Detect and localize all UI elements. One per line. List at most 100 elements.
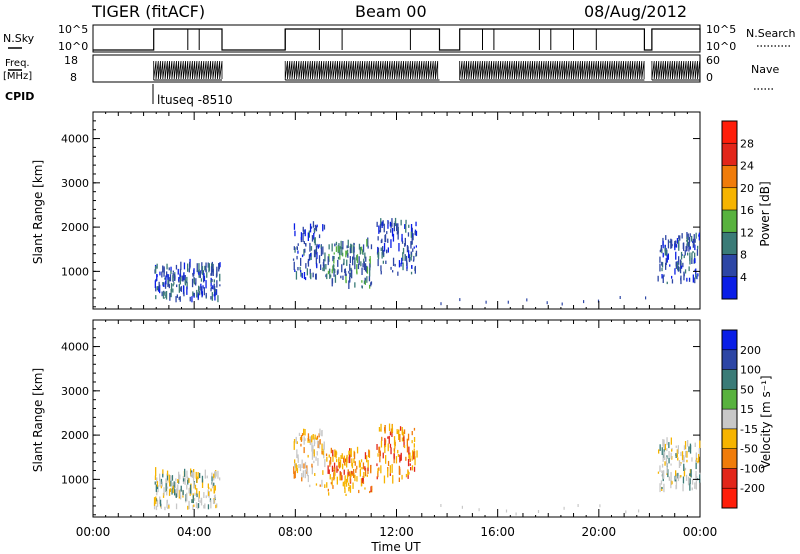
range-gate-echo [377, 468, 379, 473]
range-gate-echo [378, 467, 380, 471]
range-gate-echo [354, 461, 356, 466]
range-gate-echo [345, 273, 347, 276]
range-gate-echo [369, 268, 371, 277]
range-gate-echo [201, 479, 204, 488]
range-gate-echo [363, 280, 366, 284]
range-gate-echo [304, 470, 306, 479]
range-gate-echo [392, 233, 395, 242]
range-gate-echo [325, 274, 327, 278]
x-tick-label: 08:00 [278, 525, 313, 539]
range-gate-echo [336, 476, 338, 485]
range-gate-echo [192, 472, 195, 481]
nsky-trace [93, 28, 701, 51]
range-gate-echo [162, 473, 164, 478]
range-gate-echo [170, 270, 172, 275]
range-gate-echo [389, 221, 391, 227]
range-gate-echo [331, 243, 333, 252]
range-gate-echo [415, 221, 417, 227]
range-gate-echo [368, 450, 371, 458]
range-gate-echo [686, 232, 688, 239]
range-gate-echo [301, 433, 304, 436]
range-gate-echo [577, 504, 579, 507]
range-gate-echo [312, 445, 314, 454]
range-gate-echo [327, 270, 330, 275]
range-gate-echo [214, 470, 217, 479]
nsearch-tick-low: 10^0 [706, 40, 736, 53]
range-gate-echo [166, 500, 168, 508]
range-gate-echo [410, 251, 412, 256]
range-gate-echo [376, 463, 378, 467]
range-gate-echo [689, 469, 692, 477]
range-gate-echo [192, 505, 194, 510]
range-gate-echo [156, 491, 158, 496]
range-gate-echo [212, 268, 214, 276]
range-gate-echo [668, 457, 670, 464]
range-gate-echo [665, 456, 668, 464]
range-gate-echo [378, 225, 380, 234]
range-gate-echo [382, 220, 384, 226]
range-gate-echo [307, 475, 309, 483]
range-gate-echo [190, 474, 192, 477]
range-gate-echo [671, 275, 673, 279]
range-gate-echo [334, 269, 336, 274]
range-gate-echo [170, 283, 173, 292]
range-gate-echo [178, 296, 180, 300]
range-gate-echo [204, 503, 206, 509]
range-gate-echo [351, 458, 353, 467]
range-gate-echo [688, 241, 690, 247]
range-gate-echo [345, 478, 348, 487]
range-gate-echo [403, 440, 405, 448]
range-gate-echo [164, 281, 167, 289]
range-gate-echo [352, 472, 354, 477]
range-gate-echo [189, 484, 192, 494]
range-gate-echo [385, 260, 387, 264]
range-gate-echo [333, 256, 335, 260]
range-gate-echo [297, 267, 299, 271]
range-gate-echo [695, 459, 697, 463]
range-gate-echo [383, 223, 385, 233]
range-gate-echo [675, 244, 678, 248]
range-gate-echo [689, 252, 691, 261]
range-gate-echo [154, 475, 157, 480]
range-gate-echo [368, 449, 370, 457]
range-gate-echo [414, 265, 416, 274]
range-gate-echo [683, 254, 685, 259]
range-gate-echo [390, 428, 393, 434]
range-gate-echo [321, 451, 323, 455]
range-gate-echo [376, 221, 378, 227]
range-gate-echo [187, 505, 189, 510]
range-gate-echo [349, 246, 351, 254]
range-gate-echo [397, 230, 399, 240]
range-gate-echo [339, 459, 342, 468]
range-gate-echo [694, 252, 696, 258]
range-gate-echo [389, 431, 392, 436]
range-gate-echo [335, 241, 338, 246]
range-gate-echo [312, 272, 314, 278]
range-gate-echo [210, 287, 212, 292]
range-gate-echo [389, 443, 392, 448]
range-gate-echo [292, 258, 295, 261]
range-gate-echo [317, 458, 319, 466]
range-gate-echo [686, 245, 688, 251]
range-gate-echo [339, 246, 341, 255]
range-gate-echo [694, 442, 696, 447]
range-gate-echo [196, 289, 198, 298]
range-gate-echo [181, 275, 183, 282]
range-gate-echo [207, 483, 209, 488]
range-gate-echo [384, 427, 386, 432]
colorbar-tick-label: 16 [740, 204, 754, 217]
range-gate-echo [371, 489, 373, 493]
range-gate-echo [381, 251, 383, 259]
range-gate-echo [680, 475, 682, 478]
range-gate-echo [401, 427, 403, 435]
range-gate-echo [320, 264, 322, 270]
range-gate-echo [353, 243, 355, 246]
range-gate-echo [331, 269, 333, 274]
range-gate-echo [191, 499, 193, 503]
range-gate-echo [679, 462, 682, 466]
x-tick-label: 12:00 [379, 525, 414, 539]
range-gate-echo [380, 247, 382, 251]
range-gate-echo [174, 489, 176, 496]
range-gate-echo [316, 243, 318, 248]
range-gate-echo [161, 271, 163, 278]
